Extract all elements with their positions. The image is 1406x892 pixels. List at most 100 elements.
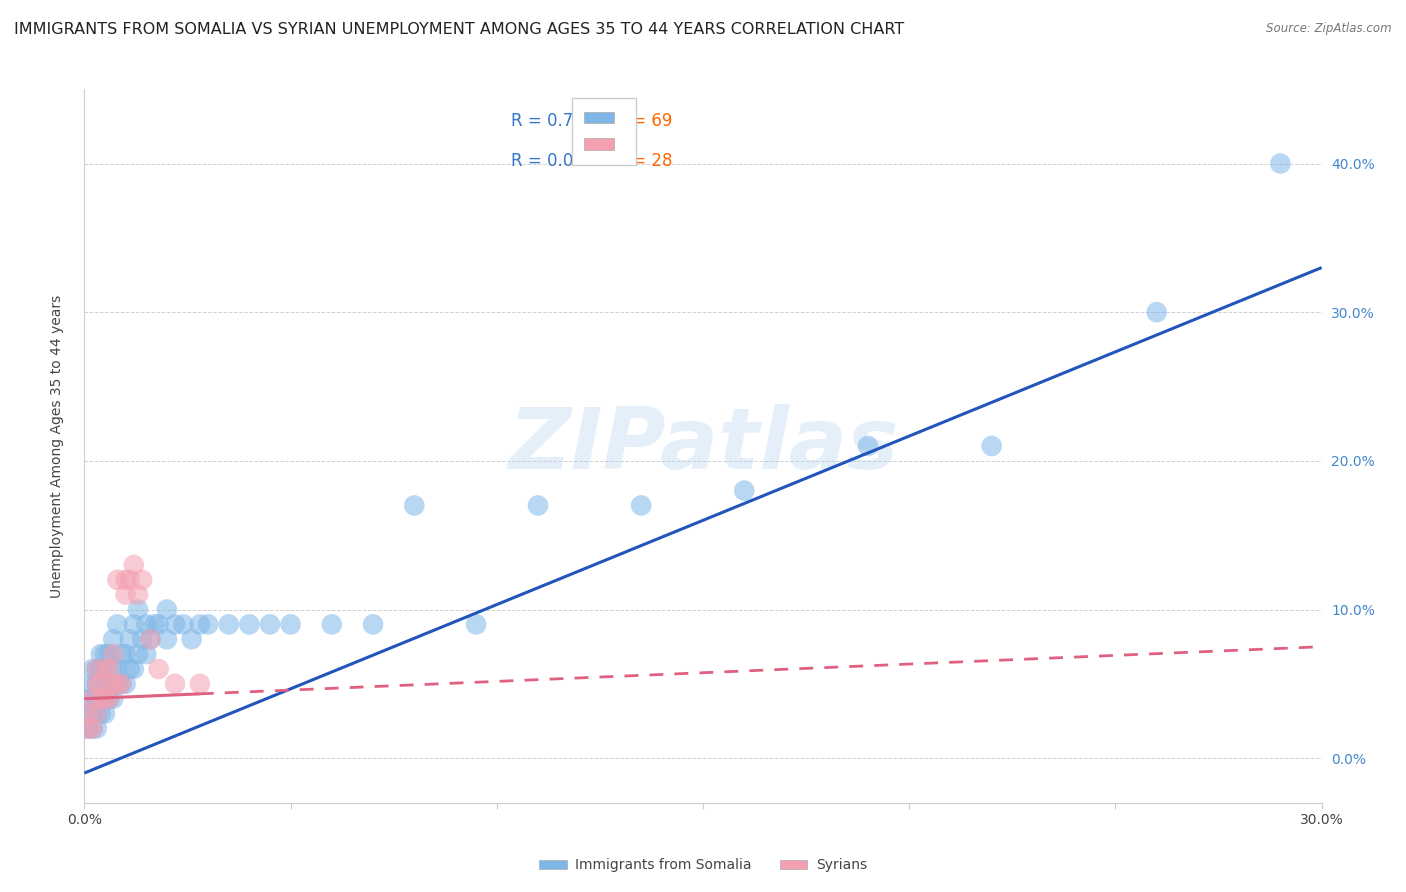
Point [103, 662, 125, 676]
Point [98, 691, 121, 706]
Point [82, 662, 104, 676]
Point [90, 691, 112, 706]
Point [94, 691, 117, 706]
Point [122, 558, 145, 572]
Point [165, 677, 187, 691]
Point [86, 662, 108, 676]
Point [90, 662, 112, 676]
Point [197, 617, 219, 632]
Point [118, 573, 141, 587]
Point [86, 677, 108, 691]
Point [86, 706, 108, 721]
Point [82, 677, 104, 691]
Point [280, 617, 302, 632]
Point [98, 691, 121, 706]
Text: R = 0.099: R = 0.099 [512, 152, 595, 169]
Point [131, 573, 153, 587]
Point [218, 617, 240, 632]
Point [127, 588, 149, 602]
Text: R = 0.750: R = 0.750 [512, 112, 595, 130]
Point [103, 691, 125, 706]
Point [188, 677, 211, 691]
Point [86, 706, 108, 721]
Point [118, 662, 141, 676]
Point [465, 617, 488, 632]
Point [94, 706, 117, 721]
Point [98, 662, 121, 676]
Point [172, 617, 194, 632]
Point [148, 662, 170, 676]
Point [131, 632, 153, 647]
Point [404, 499, 426, 513]
Point [143, 617, 166, 632]
Point [86, 722, 108, 736]
Point [114, 573, 136, 587]
Point [114, 588, 136, 602]
Text: Source: ZipAtlas.com: Source: ZipAtlas.com [1267, 22, 1392, 36]
Point [103, 632, 125, 647]
Point [148, 617, 170, 632]
Point [82, 691, 104, 706]
Point [94, 677, 117, 691]
Text: ZIPatlas: ZIPatlas [508, 404, 898, 488]
Point [156, 632, 179, 647]
Point [86, 662, 108, 676]
Point [127, 602, 149, 616]
Point [98, 647, 121, 661]
Point [188, 617, 211, 632]
Point [110, 677, 132, 691]
Point [118, 632, 141, 647]
Text: N = 28: N = 28 [605, 152, 672, 169]
Point [856, 439, 879, 453]
Y-axis label: Unemployment Among Ages 35 to 44 years: Unemployment Among Ages 35 to 44 years [49, 294, 63, 598]
Point [77, 691, 100, 706]
Point [135, 647, 157, 661]
Point [114, 647, 136, 661]
Point [1270, 156, 1292, 170]
Point [156, 602, 179, 616]
Point [77, 706, 100, 721]
Point [114, 677, 136, 691]
Point [361, 617, 384, 632]
Point [82, 722, 104, 736]
Point [110, 677, 132, 691]
Point [90, 677, 112, 691]
Point [630, 499, 652, 513]
Point [980, 439, 1002, 453]
Point [86, 691, 108, 706]
Point [77, 722, 100, 736]
Point [238, 617, 260, 632]
Text: N = 69: N = 69 [605, 112, 672, 130]
Point [135, 617, 157, 632]
Point [86, 677, 108, 691]
Point [105, 573, 128, 587]
Point [321, 617, 343, 632]
Point [105, 617, 128, 632]
Point [90, 647, 112, 661]
Point [127, 647, 149, 661]
Point [105, 662, 128, 676]
Text: IMMIGRANTS FROM SOMALIA VS SYRIAN UNEMPLOYMENT AMONG AGES 35 TO 44 YEARS CORRELA: IMMIGRANTS FROM SOMALIA VS SYRIAN UNEMPL… [14, 22, 904, 37]
Point [139, 632, 162, 647]
Point [94, 691, 117, 706]
Point [82, 691, 104, 706]
Point [527, 499, 550, 513]
Point [122, 617, 145, 632]
Point [94, 662, 117, 676]
Point [105, 677, 128, 691]
Legend: Immigrants from Somalia, Syrians: Immigrants from Somalia, Syrians [534, 853, 872, 878]
Point [98, 677, 121, 691]
Point [90, 706, 112, 721]
Point [139, 632, 162, 647]
Point [103, 647, 125, 661]
Point [82, 706, 104, 721]
Point [180, 632, 202, 647]
Point [259, 617, 281, 632]
Point [733, 483, 755, 498]
Point [1146, 305, 1168, 319]
Point [165, 617, 187, 632]
Point [122, 662, 145, 676]
Point [105, 677, 128, 691]
Point [77, 722, 100, 736]
Point [77, 706, 100, 721]
